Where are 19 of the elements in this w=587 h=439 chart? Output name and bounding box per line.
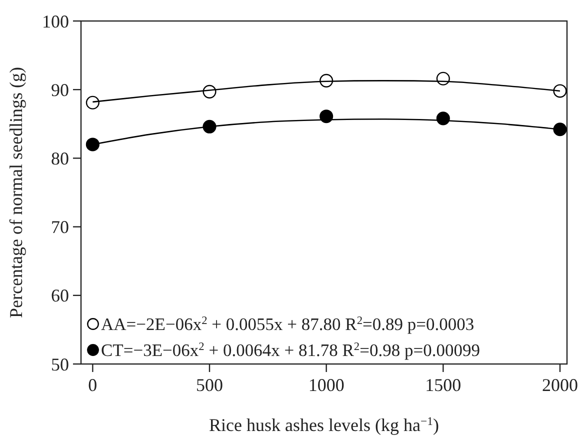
point	[86, 96, 100, 110]
x-tick-label: 2000	[542, 375, 578, 395]
y-tick-label: 70	[51, 217, 69, 238]
x-tick-label: 500	[196, 375, 224, 395]
y-tick-label: 50	[51, 354, 69, 374]
x-tick-label: 0	[88, 375, 98, 395]
x-axis-title: Rice husk ashes levels (kg ha$^{−1}$)	[209, 414, 439, 435]
legend-label: CT=−3E−06x$^{2}$ + 0.0064x + 81.78 R$^{2}$=0.98 p=0.00099	[101, 340, 480, 360]
point	[86, 138, 100, 152]
y-tick-label: 100	[42, 11, 69, 32]
point	[553, 122, 567, 136]
y-tick-label: 90	[51, 80, 69, 100]
x-tick-label: 1000	[308, 375, 344, 395]
point	[553, 84, 567, 98]
x-tick-label: 1500	[425, 375, 462, 395]
y-axis-title: Percentage of normal seedlings (g)	[6, 67, 26, 318]
y-tick-label: 80	[51, 148, 69, 168]
legend-label: AA=−2E−06x$^{2}$ + 0.0055x + 87.80 R$^{2}$=0.89 p=0.0003	[101, 314, 474, 334]
y-tick-label: 60	[51, 286, 69, 306]
